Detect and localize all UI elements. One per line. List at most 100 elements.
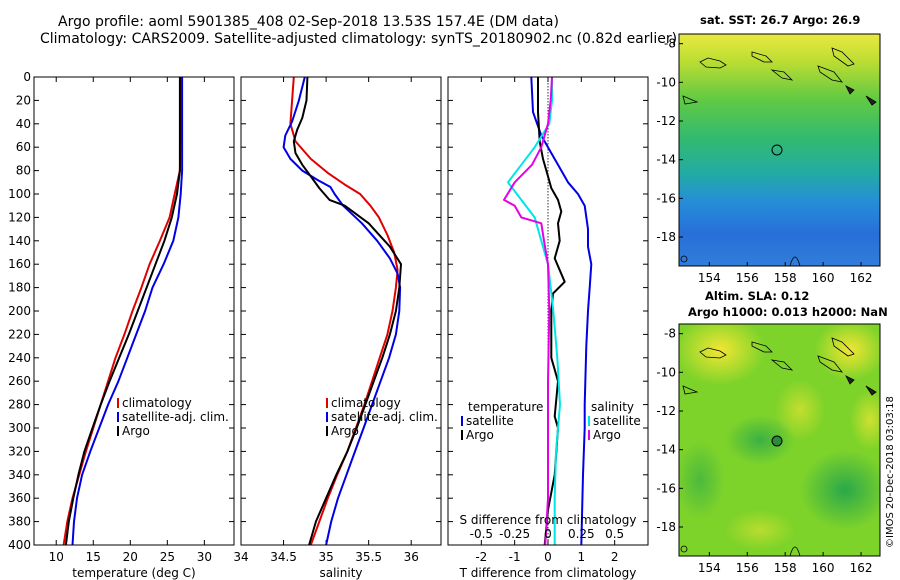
credit-text: ©IMOS 20-Dec-2018 03:03:18 <box>885 396 896 548</box>
depth-tick-label: 100 <box>8 187 31 201</box>
depth-tick-label: 20 <box>16 93 31 107</box>
depth-tick-label: 180 <box>8 281 31 295</box>
legend-label: Argo <box>331 424 359 438</box>
map-xtick-label: 156 <box>736 271 759 285</box>
legend-label: temperature <box>468 400 543 414</box>
sst-map-panel: sat. SST: 26.7 Argo: 26.9 154 156 158 160 16… <box>656 13 881 285</box>
differences-series-t-argo <box>537 77 566 546</box>
depth-tick-label: 40 <box>16 117 31 131</box>
differences-panel: -2 -1 0 1 2 T difference from climatology temp… <box>447 76 649 580</box>
legend-label: satellite-adj. clim. <box>122 410 229 424</box>
temperature-panel: 0 20 40 60 80 100 120 140 160 180 200 220 240 260 280 3… <box>8 70 235 580</box>
differences-series-s-satellite <box>507 77 561 545</box>
sla-map-subtitle: Argo h1000: 0.013 h2000: NaN <box>688 305 888 319</box>
sst-coastline <box>682 47 877 106</box>
differences-x2tick-label: 0 <box>544 527 552 541</box>
map-xtick-label: 162 <box>850 271 873 285</box>
map-ytick-label: -8 <box>664 327 676 341</box>
sla-map-title: Altim. SLA: 0.12 <box>705 289 809 303</box>
sst-field <box>679 34 880 266</box>
depth-tick-label: 320 <box>8 444 31 458</box>
salinity-series-argo <box>292 76 402 546</box>
map-xtick-label: 154 <box>698 271 721 285</box>
depth-tick-label: 140 <box>8 234 31 248</box>
sst-argo-marker <box>771 144 783 156</box>
map-ytick-label: -18 <box>656 520 676 534</box>
map-ytick-label: -14 <box>656 443 676 457</box>
salinity-plot-area <box>241 77 441 545</box>
sla-coastline <box>682 337 877 396</box>
differences-x2tick-label: -0.25 <box>499 527 530 541</box>
temperature-xtick-label: 25 <box>160 550 175 564</box>
depth-tick-label: 400 <box>8 538 31 552</box>
temperature-series-argo <box>64 77 181 546</box>
differences-xtick-label: 2 <box>611 550 619 564</box>
map-ytick-label: -10 <box>656 75 676 89</box>
legend-label: satellite <box>466 414 514 428</box>
legend-label: satellite <box>593 414 641 428</box>
map-ytick-label: -12 <box>656 404 676 418</box>
temperature-plot-area <box>34 77 234 545</box>
map-xtick-label: 158 <box>774 561 797 575</box>
depth-tick-label: 80 <box>16 164 31 178</box>
map-ytick-label: -12 <box>656 114 676 128</box>
depth-tick-label: 60 <box>16 140 31 154</box>
depth-tick-label: 360 <box>8 491 31 505</box>
map-ytick-label: -16 <box>656 481 676 495</box>
map-ytick-label: -16 <box>656 191 676 205</box>
depth-tick-label: 220 <box>8 327 31 341</box>
temperature-xlabel: temperature (deg C) <box>72 566 195 580</box>
temperature-series-satellite-adj-clim- <box>71 77 184 546</box>
map-ytick-label: -18 <box>656 230 676 244</box>
salinity-xtick-label: 35 <box>318 550 333 564</box>
map-ytick-label: -10 <box>656 365 676 379</box>
differences-x2label: S difference from climatology <box>460 513 637 527</box>
depth-tick-label: 300 <box>8 421 31 435</box>
salinity-panel: 34 34.5 35 35.5 36 salinity climatologysatelli… <box>233 76 442 580</box>
salinity-xtick-label: 34.5 <box>270 550 297 564</box>
map-ytick-label: -14 <box>656 153 676 167</box>
map-xtick-label: 156 <box>736 561 759 575</box>
temperature-xtick-label: 15 <box>86 550 101 564</box>
differences-series-t-satellite <box>530 76 593 546</box>
depth-tick-label: 240 <box>8 351 31 365</box>
temperature-xtick-label: 20 <box>123 550 138 564</box>
map-xtick-label: 158 <box>774 271 797 285</box>
differences-series-s-argo <box>503 76 553 546</box>
salinity-series-satellite-adj-clim- <box>282 76 402 546</box>
depth-tick-label: 0 <box>23 70 31 84</box>
differences-xtick-label: 1 <box>578 550 586 564</box>
salinity-xlabel: salinity <box>319 566 362 580</box>
differences-x2tick-label: 0.25 <box>568 527 595 541</box>
depth-tick-label: 160 <box>8 257 31 271</box>
differences-frame <box>447 76 649 546</box>
sst-map-axes: 154 156 158 160 162 -8 -10 -12 -14 -16 -18 <box>656 37 872 285</box>
sla-map-panel: Altim. SLA: 0.12 Argo h1000: 0.013 h2000… <box>656 289 888 575</box>
legend-label: Argo <box>593 428 621 442</box>
temperature-xtick-label: 10 <box>49 550 64 564</box>
differences-x2tick-label: -0.5 <box>470 527 493 541</box>
figure-title-line2: Climatology: CARS2009. Satellite-adjuste… <box>40 31 677 47</box>
legend-label: climatology <box>122 396 192 410</box>
map-ytick-label: -8 <box>664 37 676 51</box>
map-xtick-label: 154 <box>698 561 721 575</box>
salinity-xtick-label: 35.5 <box>355 550 382 564</box>
sla-argo-marker <box>771 435 783 447</box>
legend-label: Argo <box>122 424 150 438</box>
legend-label: climatology <box>331 396 401 410</box>
temperature-frame <box>33 76 235 546</box>
differences-xtick-label: -2 <box>475 550 487 564</box>
depth-tick-label: 340 <box>8 468 31 482</box>
map-xtick-label: 160 <box>812 561 835 575</box>
differences-x2tick-label: 0.5 <box>605 527 624 541</box>
depth-tick-label: 380 <box>8 515 31 529</box>
sst-map-title: sat. SST: 26.7 Argo: 26.9 <box>700 13 860 27</box>
salinity-frame <box>240 76 442 546</box>
depth-tick-label: 280 <box>8 398 31 412</box>
legend-label: Argo <box>466 428 494 442</box>
map-xtick-label: 162 <box>850 561 873 575</box>
salinity-xtick-label: 36 <box>404 550 419 564</box>
legend-label: salinity <box>591 400 634 414</box>
depth-tick-label: 260 <box>8 374 31 388</box>
